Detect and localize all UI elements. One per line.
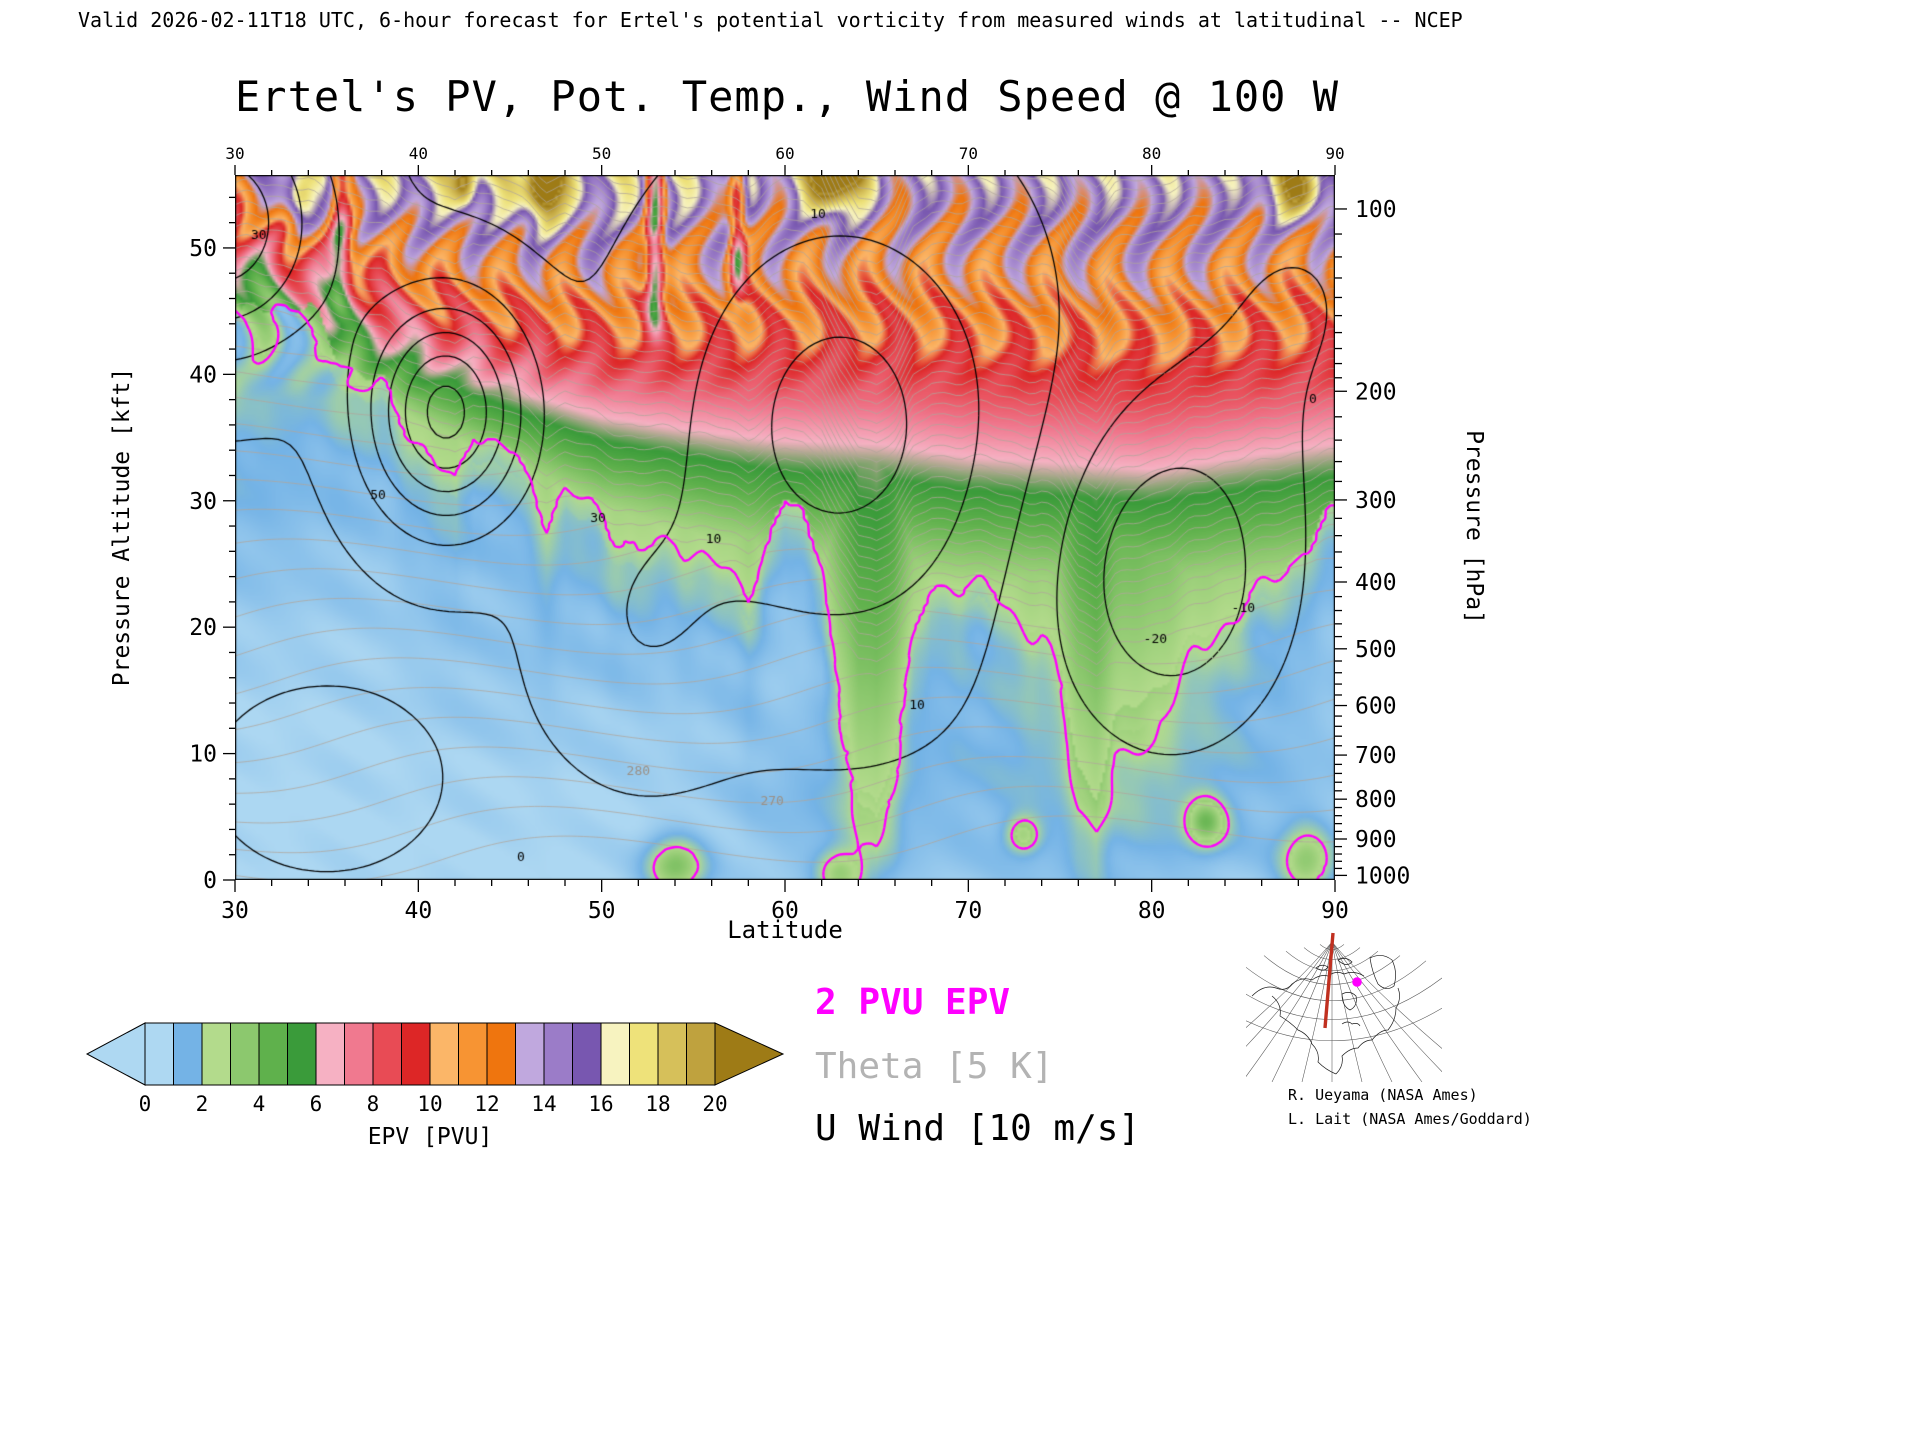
map-graticule-line [1246, 977, 1442, 1020]
y-left-tick-label: 20 [189, 615, 217, 641]
colorbar-segment [287, 1022, 317, 1086]
x-top-tick-label: 70 [959, 144, 978, 163]
x-top-tick-label: 60 [775, 144, 794, 163]
x-top-tick-label: 80 [1142, 144, 1161, 163]
colorbar-segment [629, 1022, 659, 1086]
location-marker-dot [1352, 977, 1362, 987]
map-graticule-line [1263, 955, 1401, 985]
credit-line-2: L. Lait (NASA Ames/Goddard) [1288, 1110, 1532, 1128]
x-top-tick-label: 90 [1325, 144, 1344, 163]
map-graticule-line [1331, 941, 1442, 1073]
map-graticule-line [1271, 941, 1333, 1082]
coastline-greenland [1369, 955, 1396, 989]
colorbar-segment [173, 1022, 203, 1086]
coastline-alaska [1251, 978, 1313, 997]
y-right-tick-label: 300 [1355, 488, 1397, 514]
colorbar-segment [429, 1022, 459, 1086]
colorbar-overflow-arrow [714, 1022, 785, 1086]
map-graticule-line [1285, 950, 1379, 971]
plot-title: Ertel's PV, Pot. Temp., Wind Speed @ 100… [235, 72, 1340, 121]
meridian-100w-line [1323, 932, 1335, 1029]
map-graticule [1246, 941, 1442, 1082]
x-top-tick-label: 40 [409, 144, 428, 163]
colorbar-tick-label: 20 [702, 1092, 728, 1116]
map-graticule-line [1246, 941, 1333, 1077]
legend-2pvu-epv: 2 PVU EPV [815, 982, 1011, 1023]
colorbar-segment [458, 1022, 488, 1086]
coastline-great-lakes [1341, 1021, 1361, 1027]
colorbar-tick-label: 0 [138, 1092, 152, 1116]
colorbar-segment [401, 1022, 431, 1086]
colorbar-tick-label: 16 [588, 1092, 614, 1116]
map-graticule-line [1246, 960, 1427, 1002]
y-right-tick-label: 400 [1355, 570, 1397, 596]
y-right-tick-label: 600 [1355, 694, 1397, 720]
coastline-island-2 [1337, 958, 1353, 965]
coastline-island-1 [1315, 964, 1329, 971]
colorbar-segment [230, 1022, 260, 1086]
colorbar-segment [372, 1022, 402, 1086]
colorbar-segment [657, 1022, 687, 1086]
y-left-tick-label: 30 [189, 489, 217, 515]
y-left-tick-label: 40 [189, 362, 217, 388]
y-right-axis-title: Pressure [hPa] [1461, 430, 1487, 624]
colorbar-segment [543, 1022, 573, 1086]
colorbar-segment [315, 1022, 345, 1086]
map-coastlines [1251, 955, 1400, 1075]
validity-header: Valid 2026-02-11T18 UTC, 6-hour forecast… [78, 8, 1463, 32]
map-graticule-line [1331, 941, 1423, 1082]
colorbar-tick-label: 18 [645, 1092, 671, 1116]
coastline-west [1271, 995, 1337, 1075]
y-right-tick-label: 1000 [1355, 863, 1410, 889]
colorbar [85, 1022, 785, 1086]
y-right-tick-label: 700 [1355, 743, 1397, 769]
coastline-east [1335, 987, 1400, 1075]
y-left-tick-label: 0 [203, 868, 217, 894]
map-graticule-line [1246, 1007, 1442, 1042]
coastline-hudson-bay [1341, 992, 1357, 1011]
colorbar-segment [144, 1022, 174, 1086]
colorbar-segment [258, 1022, 288, 1086]
map-graticule-line [1246, 941, 1333, 1028]
colorbar-tick-label: 6 [309, 1092, 323, 1116]
y-right-tick-label: 200 [1355, 379, 1397, 405]
y-left-tick-label: 10 [189, 742, 217, 768]
coastline-arctic [1311, 972, 1365, 981]
colorbar-underflow-arrow [85, 1022, 146, 1086]
colorbar-tick-label: 14 [531, 1092, 557, 1116]
map-graticule-line [1331, 941, 1393, 1082]
colorbar-segment [515, 1022, 545, 1086]
colorbar-segment [686, 1022, 716, 1086]
colorbar-tick-label: 12 [474, 1092, 500, 1116]
map-inset [1246, 932, 1442, 1082]
credit-line-1: R. Ueyama (NASA Ames) [1288, 1086, 1478, 1104]
colorbar-segment [201, 1022, 231, 1086]
colorbar-segment [572, 1022, 602, 1086]
colorbar-tick-label: 2 [195, 1092, 209, 1116]
colorbar-tick-label: 8 [366, 1092, 380, 1116]
x-axis-title: Latitude [727, 916, 843, 944]
y-right-tick-label: 800 [1355, 787, 1397, 813]
colorbar-tick-label: 10 [417, 1092, 443, 1116]
pv-cross-section-canvas [235, 175, 1335, 880]
colorbar-segment [344, 1022, 374, 1086]
y-left-tick-label: 50 [189, 236, 217, 262]
legend-theta: Theta [5 K] [815, 1046, 1054, 1087]
y-left-axis-title: Pressure Altitude [kft] [109, 367, 135, 687]
map-graticule-line [1246, 941, 1333, 1047]
colorbar-tick-label: 4 [252, 1092, 266, 1116]
colorbar-segment [486, 1022, 516, 1086]
y-right-tick-label: 100 [1355, 197, 1397, 223]
y-right-tick-label: 500 [1355, 637, 1397, 663]
colorbar-segment [600, 1022, 630, 1086]
colorbar-tick-labels: 0 2 4 6 8 10 12 14 16 18 20 [85, 1092, 805, 1118]
colorbar-title: EPV [PVU] [367, 1124, 493, 1150]
legend-u-wind: U Wind [10 m/s] [815, 1108, 1141, 1149]
x-top-tick-label: 30 [225, 144, 244, 163]
y-right-tick-label: 900 [1355, 827, 1397, 853]
x-top-tick-label: 50 [592, 144, 611, 163]
map-graticule-line [1331, 941, 1442, 1049]
